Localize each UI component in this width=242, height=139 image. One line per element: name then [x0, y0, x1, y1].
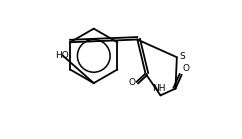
- Text: O: O: [129, 78, 136, 87]
- Text: NH: NH: [152, 84, 166, 93]
- Text: O: O: [183, 64, 190, 73]
- Text: HO: HO: [56, 51, 69, 60]
- Text: S: S: [179, 52, 185, 61]
